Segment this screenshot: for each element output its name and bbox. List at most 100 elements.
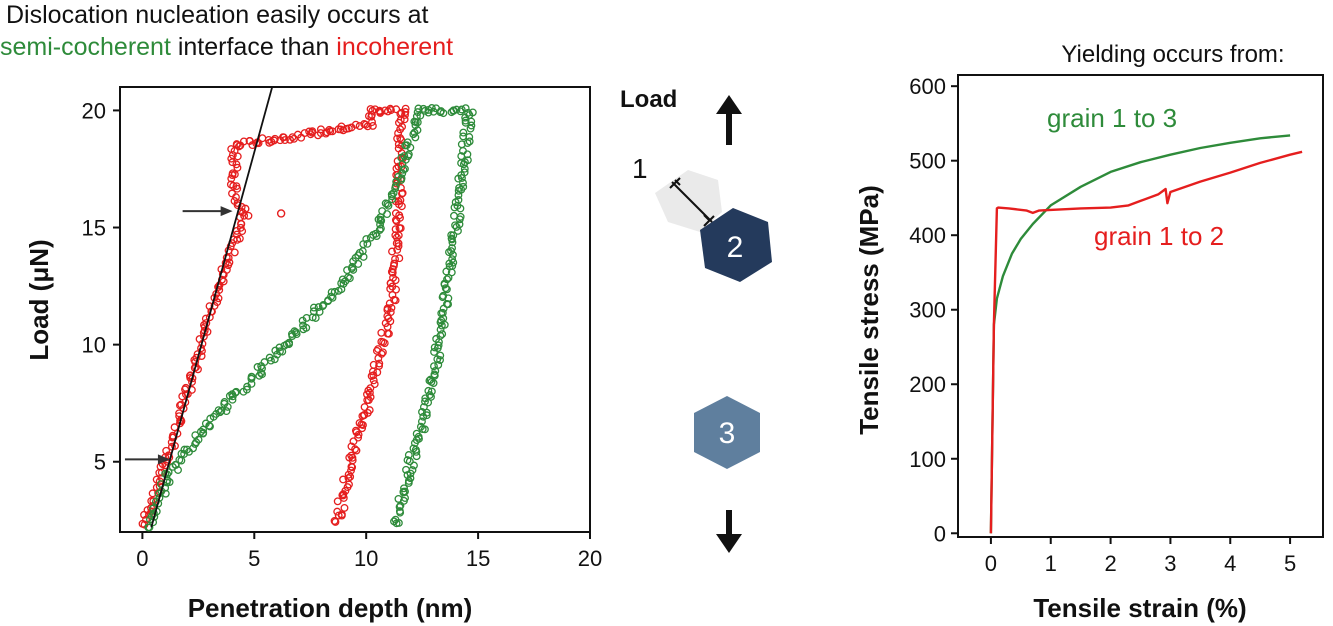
data-point (433, 355, 442, 364)
data-point (265, 353, 274, 362)
data-point (165, 478, 174, 486)
incoherent-label: incoherent (336, 33, 454, 61)
data-point (444, 300, 453, 309)
data-point (440, 280, 449, 289)
data-point (399, 488, 408, 497)
data-point (396, 508, 405, 517)
data-point (354, 430, 363, 439)
data-point (232, 387, 241, 396)
data-point (454, 186, 463, 195)
left-y-tick-label: 15 (82, 216, 106, 241)
data-point (457, 159, 466, 168)
data-point (315, 307, 324, 316)
data-point (378, 207, 387, 215)
semi-coherent-series (144, 104, 477, 532)
data-point (452, 222, 461, 231)
right-x-tick-label: 2 (1104, 551, 1116, 576)
data-point (466, 124, 475, 133)
data-point (319, 301, 328, 309)
data-point (455, 215, 464, 224)
data-point (395, 254, 404, 263)
data-point (379, 338, 388, 347)
data-point (162, 446, 171, 455)
data-point (285, 338, 294, 347)
data-point (387, 190, 396, 199)
data-point (417, 417, 426, 426)
left-x-tick-label: 5 (248, 546, 260, 571)
data-point (233, 163, 242, 172)
left-plot-frame (119, 86, 591, 533)
data-point (410, 461, 418, 470)
left-y-axis-label: Load (μN) (24, 239, 54, 360)
data-point (233, 141, 241, 149)
data-point (376, 220, 385, 229)
data-point (333, 497, 342, 506)
data-point (351, 445, 359, 454)
grain-3-hexagon (694, 396, 760, 469)
left-data-layer (124, 86, 477, 532)
data-point (369, 371, 378, 380)
data-point (306, 130, 315, 139)
right-plot-frame (957, 74, 1324, 538)
data-point (354, 433, 363, 442)
left-y-ticks: 5 10 15 20 (82, 98, 120, 475)
left-x-tick-label: 20 (578, 546, 602, 571)
series-label-grain-1-to-2: grain 1 to 2 (1094, 221, 1224, 251)
left-y-tick-label: 10 (82, 333, 106, 358)
data-point (189, 444, 197, 453)
grain-3-label: 3 (719, 417, 736, 450)
data-point (327, 292, 335, 301)
data-point (401, 110, 409, 119)
right-y-tick-label: 600 (909, 74, 946, 99)
data-point (376, 224, 385, 233)
data-point (418, 425, 427, 434)
data-point (297, 133, 306, 142)
data-point (439, 304, 448, 313)
data-point (161, 489, 170, 498)
data-point (392, 105, 401, 114)
data-point (366, 105, 375, 114)
data-point (241, 204, 250, 213)
data-point (331, 517, 340, 526)
data-point (231, 388, 240, 397)
data-point (422, 411, 431, 420)
data-point (180, 445, 189, 454)
data-point (412, 112, 421, 121)
data-point (358, 412, 367, 420)
right-y-axis-label: Tensile stress (MPa) (854, 185, 884, 435)
data-point (227, 145, 236, 154)
grain-2-hexagon (700, 208, 772, 282)
data-point (275, 343, 284, 352)
data-point (364, 396, 373, 405)
headline-line1-text: Dislocation nucleation easily occurs at (6, 1, 429, 29)
data-point (299, 321, 307, 330)
series-line-grain-1-to-2 (989, 150, 1303, 534)
data-point (429, 379, 438, 387)
right-y-ticks: 0 100 200 300 400 500 600 (909, 74, 958, 546)
data-point (383, 329, 392, 338)
data-point (394, 129, 403, 138)
series-line-grain-1-to-3 (989, 134, 1291, 534)
pop-in-arrow-icon (124, 454, 170, 465)
data-point (391, 231, 400, 240)
data-point (337, 511, 346, 520)
data-point (381, 319, 390, 328)
data-point (447, 234, 456, 243)
data-point (348, 463, 357, 472)
stress-strain-chart: Yielding occurs from: 0 1 2 3 4 5 0 100 200 300 4… (854, 41, 1324, 623)
data-point (381, 106, 390, 115)
data-point (400, 484, 408, 493)
right-y-tick-label: 100 (909, 447, 946, 472)
data-point (438, 293, 447, 302)
data-point (430, 347, 439, 356)
data-point (242, 385, 251, 394)
left-y-tick-label: 5 (94, 450, 106, 475)
left-x-axis-label: Penetration depth (nm) (188, 593, 473, 623)
data-point (425, 376, 434, 385)
right-x-tick-label: 4 (1224, 551, 1236, 576)
data-point (430, 343, 439, 352)
data-point (431, 367, 440, 375)
data-point (258, 134, 267, 143)
data-point (397, 202, 406, 211)
